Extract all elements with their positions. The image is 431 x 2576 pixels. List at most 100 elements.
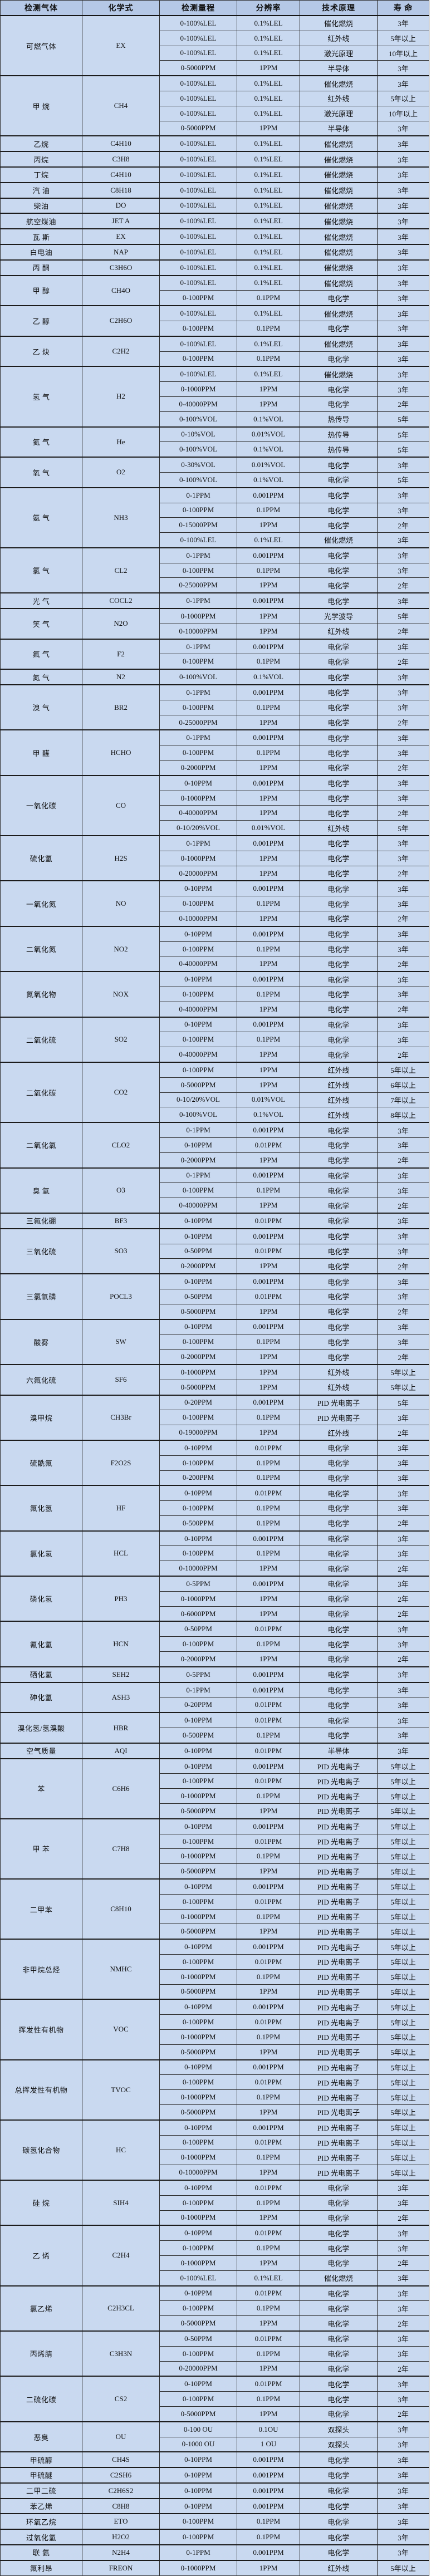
table-row: 氦 气 He 0-10%VOL 0.01%VOL 热传导 5年 [0,426,429,458]
principle-cell: 电化学 [300,502,378,518]
resolution-cell: 0.01PPM [237,1712,300,1729]
lifespan-cell: 2年 [377,1198,429,1214]
range-cell: 0-100%VOL [159,1107,237,1123]
table-row: 0-100PPM 0.1PPM 电化学 3年 [1,1182,429,1199]
resolution-cell: 0.1PPM [237,2195,300,2211]
resolution-cell: 0.01PPM [237,1288,300,1304]
lifespan-cell: 3年 [377,941,429,957]
range-cell: 0-10PPM [159,2498,237,2514]
gas-name-cell: 一氧化碳 [0,774,82,836]
table-row: 恶臭 OU 0-100 OU 0.1OU 双探头 3年 [0,2421,429,2452]
gas-name-cell: 氮 气 [0,669,82,685]
principle-cell: 电化学 [300,1303,378,1320]
table-row: 环氧乙烷 ETO 0-100PPM 0.1PPM 电化学 3年 [0,2513,429,2530]
lifespan-cell: 3年 [377,532,429,548]
resolution-cell: 0.01PPM [237,1621,300,1637]
lifespan-cell: 2年 [377,2406,429,2422]
principle-cell: 电化学 [300,880,378,897]
resolution-cell: 0.1PPM [237,1636,300,1652]
lifespan-cell: 2年 [377,1258,429,1274]
lifespan-cell: 2年 [377,714,429,730]
gas-name-cell: 过氧化氢 [0,2529,82,2545]
gas-name-cell: 三氟化硼 [0,1212,82,1229]
table-row: 二氧化氯 CLO2 0-1PPM 0.001PPM 电化学 3年 [0,1122,429,1169]
range-cell: 0-100PPM [159,2513,237,2530]
resolution-cell: 1PPM [237,2406,300,2422]
lifespan-cell: 3年 [377,774,429,791]
table-row: 0-100PPM 0.1PPM 电化学 3年 [1,2391,429,2407]
principle-cell: 电化学 [300,911,378,927]
principle-cell: 电化学 [300,1712,378,1729]
lifespan-cell: 3年 [377,925,429,942]
resolution-cell: 0.01PPM [237,2135,300,2151]
chemical-formula-cell: C8H8 [82,2498,160,2514]
lifespan-cell: 8年以上 [377,1107,429,1123]
table-row: 0-5000PPM 1PPM PID 光电离子 5年以上 [1,1984,429,2000]
range-cell: 0-1000PPM [159,1969,237,1985]
range-cell: 0-5000PPM [159,120,237,136]
resolution-cell: 0.001PPM [237,487,300,503]
resolution-cell: 1PPM [237,1198,300,1214]
chemical-formula-cell: C4H10 [82,166,160,183]
range-cell: 0-10000PPM [159,623,237,640]
principle-cell: 电化学 [300,2544,378,2561]
resolution-cell: 0.01%VOL [237,457,300,473]
resolution-cell: 1PPM [237,1863,300,1880]
chemical-formula-cell: O2 [82,457,160,488]
table-row: 0-100%VOL 0.1%VOL 红外线 8年以上 [1,1107,429,1123]
gas-name-cell: 氟化氢 [0,1485,82,1532]
gas-name-cell: 溴化氢/氢溴酸 [0,1712,82,1744]
table-row: 0-5000PPM 1PPM 电化学 2年 [1,2315,429,2332]
gas-name-cell: 氮氧化物 [0,971,82,1018]
chemical-formula-cell: C4H10 [82,135,160,152]
resolution-cell: 0.001PPM [237,1016,300,1033]
chemical-formula-cell: H2 [82,366,160,428]
table-row: 二甲苯 C8H10 0-10PPM 0.001PPM PID 光电离子 5年以上 [0,1878,429,1940]
table-row: 二硫化碳 CS2 0-10PPM 0.01PPM 电化学 3年 [0,2376,429,2422]
table-row: 0-40000PPM 1PPM 电化学 2年 [1,956,429,972]
range-cell: 0-1000PPM [159,1363,237,1380]
chemical-formula-cell: NH3 [82,487,160,548]
chemical-formula-cell: CH3Br [82,1394,160,1441]
lifespan-cell: 3年 [377,60,429,76]
range-cell: 0-5000PPM [159,1863,237,1880]
resolution-cell: 0.001PPM [237,1122,300,1138]
resolution-cell: 1PPM [237,911,300,927]
resolution-cell: 0.1PPM [237,987,300,1002]
resolution-cell: 0.1%VOL [237,441,300,458]
range-cell: 0-1000PPM [159,2210,237,2226]
lifespan-cell: 3年 [377,2513,429,2530]
resolution-cell: 0.1PPM [237,351,300,367]
table-row: 0-100%LEL 0.1%LEL 激光原理 10年以上 [1,45,429,61]
principle-cell: 红外线 [300,1425,378,1441]
range-cell: 0-40000PPM [159,805,237,821]
resolution-cell: 0.001PPM [237,2498,300,2514]
principle-cell: 电化学 [300,2406,378,2422]
table-row: 0-100PPM 0.1PPM 电化学 3年 [1,2300,429,2317]
table-row: 0-1000PPM 1PPM 电化学 3年 [1,850,429,866]
lifespan-cell: 5年 [377,441,429,458]
range-cell: 0-100PPM [159,1545,237,1562]
principle-cell: 电化学 [300,654,378,670]
lifespan-cell: 3年 [377,1032,429,1048]
resolution-cell: 0.01PPM [237,2285,300,2302]
principle-cell: 电化学 [300,320,378,337]
range-cell: 0-10PPM [159,1999,237,2015]
range-cell: 0-100PPM [159,941,237,957]
gas-name-cell: 甲 烷 [0,75,82,136]
table-row: 0-100PPM 0.01PPM PID 光电离子 5年以上 [1,1954,429,1970]
lifespan-cell: 5年以上 [377,2059,429,2075]
table-row: 0-100PPM 0.1PPM 电化学 2年 [1,654,429,670]
principle-cell: 电化学 [300,2467,378,2484]
lifespan-cell: 5年以上 [377,2104,429,2121]
principle-cell: 电化学 [300,1545,378,1562]
table-row: 氯化氢 HCL 0-10PPM 0.001PPM 电化学 3年 [0,1530,429,1577]
resolution-cell: 1PPM [237,381,300,397]
range-cell: 0-40000PPM [159,1001,237,1018]
range-cell: 0-100PPM [159,2195,237,2211]
range-cell: 0-40000PPM [159,396,237,412]
range-cell: 0-5000PPM [159,2406,237,2422]
principle-cell: 电化学 [300,1439,378,1456]
lifespan-cell: 3年 [377,1666,429,1683]
resolution-cell: 0.1%LEL [237,90,300,106]
